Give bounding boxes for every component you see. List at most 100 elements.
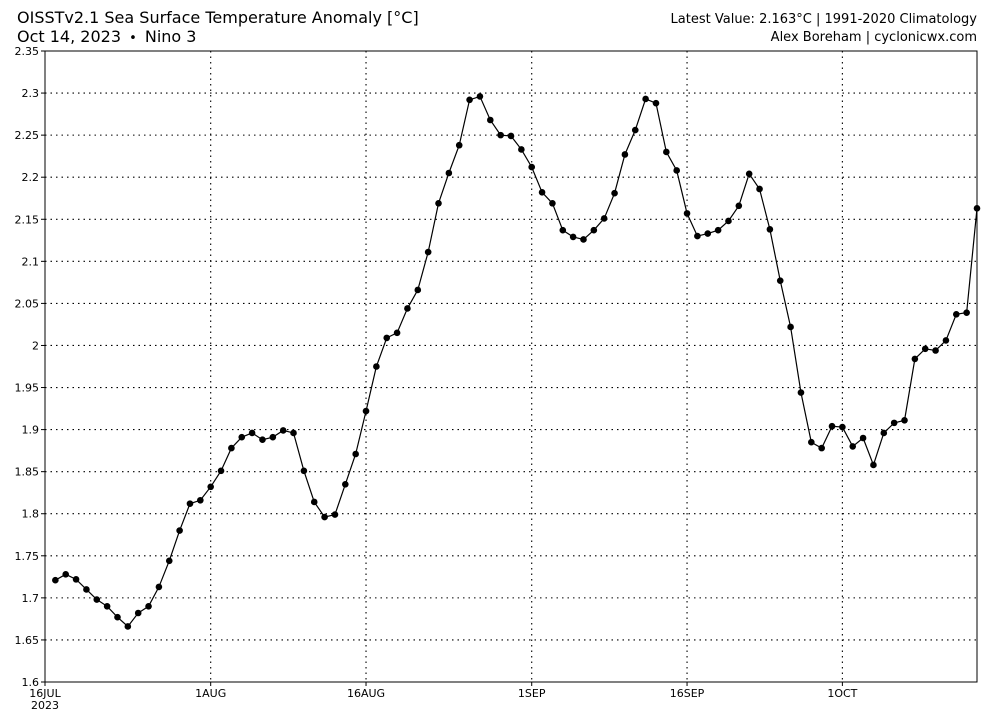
data-point — [818, 444, 825, 452]
y-tick-label: 2 — [32, 339, 39, 352]
y-tick-label: 1.65 — [15, 634, 40, 647]
data-point — [290, 429, 297, 437]
data-point — [880, 429, 888, 437]
data-point — [238, 433, 246, 441]
y-tick-label: 1.8 — [22, 508, 40, 521]
data-point — [186, 500, 194, 507]
plot-frame — [44, 50, 978, 683]
y-tick-label: 2.2 — [22, 171, 40, 184]
y-tick-label: 2.3 — [22, 87, 40, 100]
data-point — [569, 233, 577, 241]
latest-value-text: Latest Value: 2.163°C | 1991-2020 Climat… — [670, 12, 977, 27]
data-point — [331, 511, 339, 518]
data-point — [486, 116, 494, 124]
data-point — [145, 602, 152, 610]
data-point — [404, 305, 411, 312]
data-point — [808, 438, 815, 446]
data-point — [228, 444, 235, 452]
y-tick-label: 2.15 — [15, 213, 40, 226]
data-point — [362, 407, 370, 415]
data-point — [932, 347, 939, 354]
data-point — [445, 169, 453, 177]
data-point — [72, 576, 80, 583]
data-point — [901, 417, 908, 424]
subtitle-separator: • — [129, 31, 137, 46]
data-point — [735, 202, 743, 210]
data-point — [103, 602, 111, 610]
chart-info-block: Latest Value: 2.163°C | 1991-2020 Climat… — [671, 11, 977, 47]
data-point — [279, 427, 287, 434]
data-point — [248, 429, 256, 437]
data-point — [952, 311, 960, 318]
data-point — [528, 163, 536, 171]
data-point — [921, 345, 929, 353]
data-point — [745, 170, 753, 178]
data-point — [870, 461, 877, 469]
data-point — [683, 210, 691, 217]
x-tick-label: 1SEP — [518, 687, 546, 700]
data-point — [83, 586, 90, 593]
subtitle-date: Oct 14, 2023 — [17, 27, 121, 46]
data-point — [590, 226, 598, 234]
data-point — [383, 334, 391, 342]
data-point — [776, 277, 784, 284]
data-point — [93, 596, 101, 603]
data-point — [197, 496, 204, 504]
x-tick-label: 1AUG — [195, 687, 226, 700]
data-point — [538, 189, 546, 196]
data-point — [176, 527, 183, 534]
data-point — [849, 443, 857, 450]
credit-text: Alex Boreham | cyclonicwx.com — [770, 30, 977, 45]
data-point — [642, 95, 649, 103]
x-tick-label: 16JUL — [29, 687, 61, 700]
data-point — [725, 217, 732, 225]
data-point — [963, 309, 970, 316]
grid-lines — [45, 51, 977, 682]
data-point — [766, 226, 774, 233]
data-point — [435, 199, 442, 207]
data-point — [652, 99, 660, 107]
y-axis: 1.6 1.65 1.7 1.75 1.8 1.85 1.9 1.95 2 2.05 2.1 2.15… — [15, 45, 45, 689]
data-point — [124, 623, 132, 630]
series-line — [55, 95, 978, 628]
data-point — [52, 576, 59, 584]
x-tick-year-label: 2023 — [31, 699, 59, 712]
data-point — [839, 423, 846, 431]
data-point — [621, 151, 629, 158]
data-point — [165, 557, 173, 565]
data-point — [310, 498, 318, 506]
data-point — [466, 96, 473, 104]
data-point — [694, 232, 701, 240]
data-point — [797, 389, 805, 396]
data-point — [217, 467, 225, 475]
y-tick-label: 1.7 — [22, 592, 40, 605]
data-point — [114, 613, 121, 621]
data-point — [134, 609, 142, 617]
data-point — [714, 226, 722, 234]
data-point — [321, 513, 328, 521]
data-point — [300, 467, 308, 475]
data-point — [373, 363, 380, 370]
data-point — [663, 148, 670, 156]
x-tick-label: 1OCT — [827, 687, 857, 700]
y-tick-label: 1.9 — [22, 424, 40, 437]
data-point — [549, 199, 556, 207]
subtitle-region: Nino 3 — [144, 27, 197, 46]
data-point — [787, 323, 794, 331]
data-point — [911, 355, 919, 363]
y-tick-label: 1.6 — [22, 676, 40, 689]
data-point — [859, 434, 867, 442]
data-point — [507, 132, 515, 140]
series-line-layer — [55, 95, 978, 628]
data-point — [756, 185, 763, 193]
chart-subtitle: Oct 14, 2023 • Nino 3 — [17, 27, 419, 48]
data-point — [269, 433, 277, 441]
y-tick-label: 2.35 — [15, 45, 40, 58]
y-tick-label: 2.25 — [15, 129, 40, 142]
data-point — [704, 230, 712, 237]
data-point — [342, 480, 349, 488]
y-tick-label: 2.05 — [15, 297, 40, 310]
data-points — [52, 93, 981, 630]
